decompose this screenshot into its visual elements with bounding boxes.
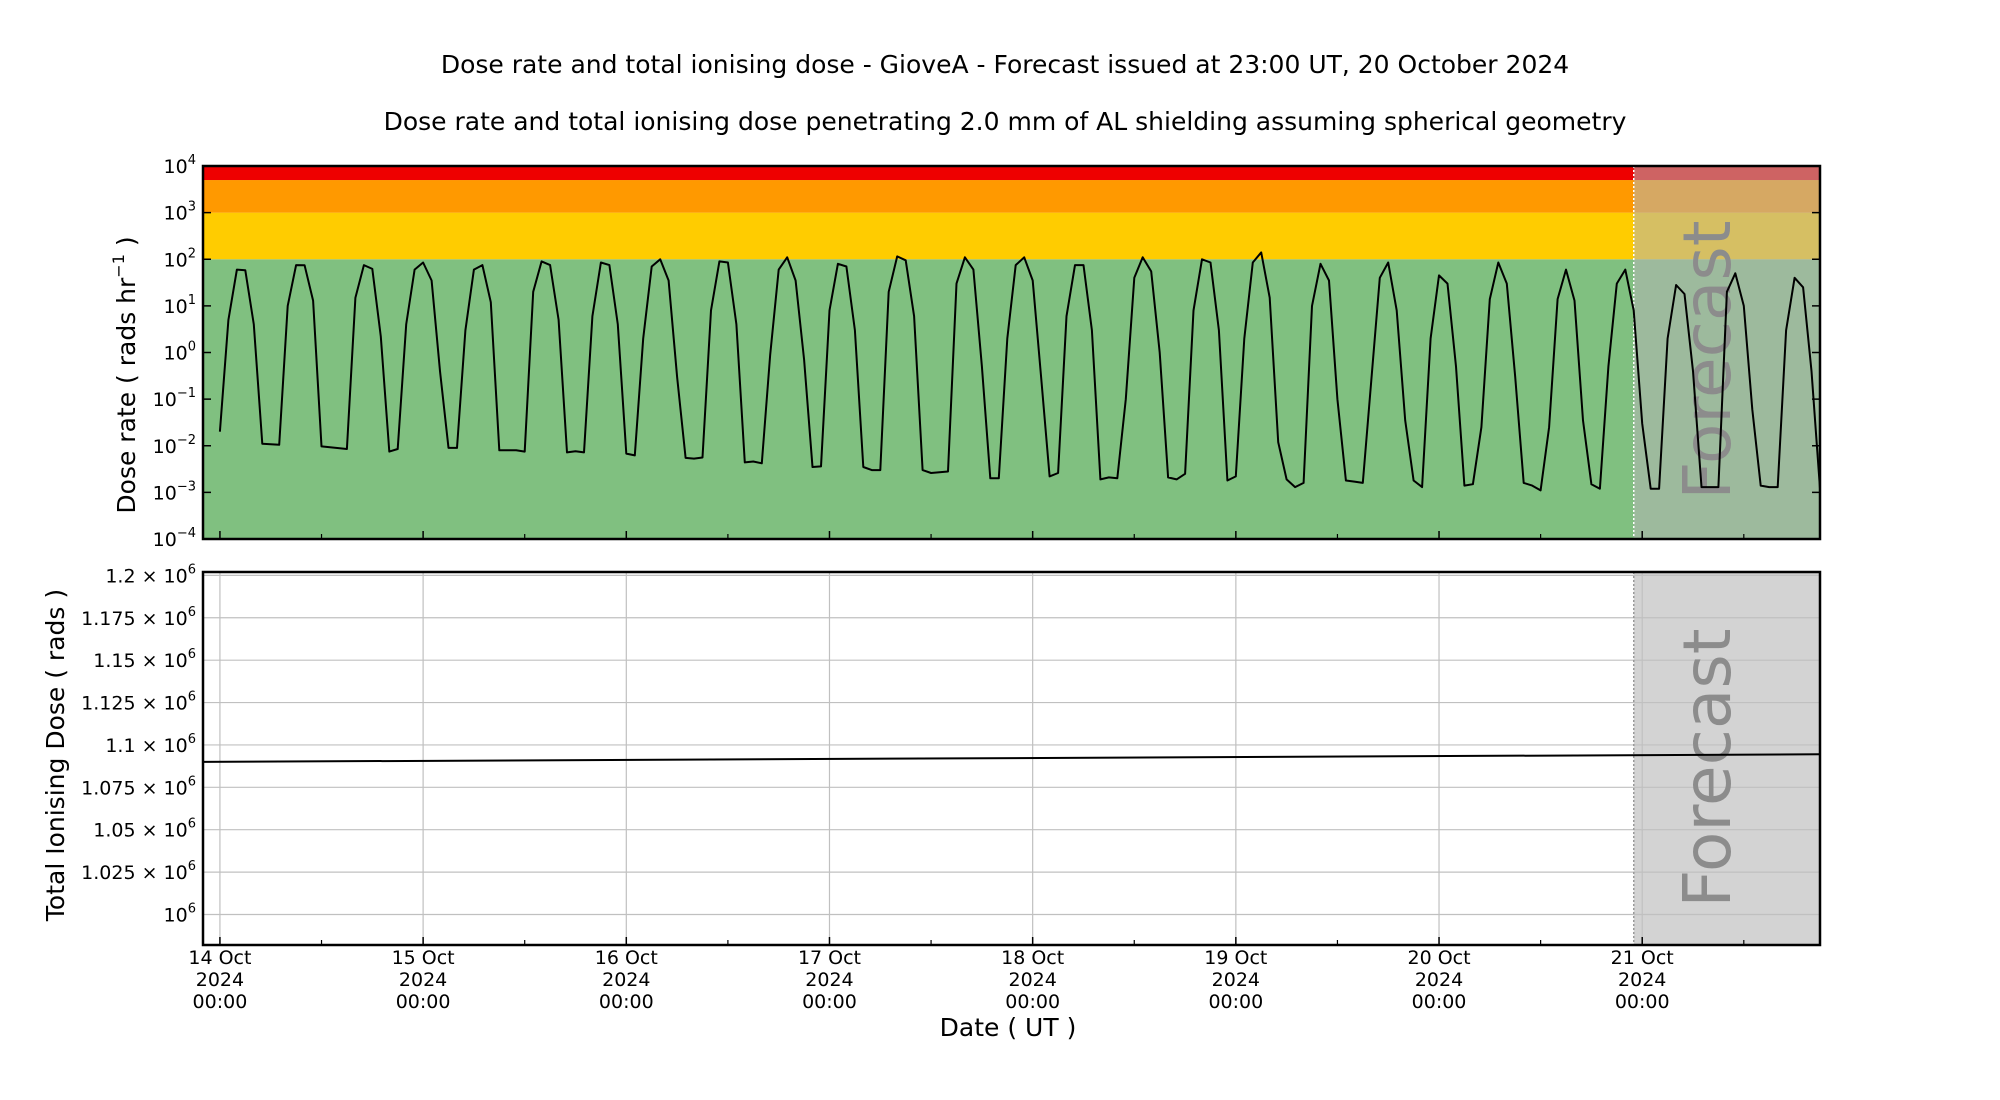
total-dose-ytick-label: 106 [164, 901, 196, 926]
dose-rate-ytick-label: 101 [164, 293, 196, 318]
xtick-label-time: 00:00 [396, 991, 451, 1013]
dose-rate-y-label-main: Dose rate ( rads hr [112, 277, 141, 514]
chart-subtitle: Dose rate and total ionising dose penetr… [384, 107, 1627, 136]
xtick-label-time: 00:00 [802, 991, 857, 1013]
dose-rate-ytick-label: 104 [164, 153, 196, 178]
dose-rate-ytick-label: 10−4 [153, 526, 196, 551]
xtick-label-time: 00:00 [1615, 991, 1670, 1013]
total-dose-ytick-label: 1.05 × 106 [93, 817, 196, 842]
xtick-label-day: 20 Oct [1407, 947, 1470, 969]
forecast-shade [1633, 166, 1820, 539]
total-dose-y-axis-label: Total Ionising Dose ( rads ) [41, 589, 70, 922]
xtick-label-day: 18 Oct [1001, 947, 1064, 969]
total-dose-line [202, 753, 1821, 763]
xtick-label-time: 00:00 [1005, 991, 1060, 1013]
dose-rate-line [218, 251, 1821, 492]
dose-rate-ytick-label: 103 [164, 200, 196, 225]
total-dose-ytick-label: 1.15 × 106 [93, 647, 196, 672]
dose-rate-y-label-exp: −1 [109, 254, 128, 278]
total-dose-frame [201, 570, 1822, 947]
xtick-label-time: 00:00 [193, 991, 248, 1013]
dose-rate-y-label-tail: ) [112, 236, 141, 254]
xtick-label-year: 2024 [805, 969, 853, 991]
dose-rate-ytick-label: 10−1 [153, 386, 196, 411]
xtick-label-year: 2024 [1008, 969, 1056, 991]
dose-rate-panel: Forecast 10−4 10−3 10−2 10−1 100 101 102 103 104 [153, 153, 1822, 551]
dose-rate-ytick-label: 100 [164, 340, 196, 365]
xtick-label-year: 2024 [1415, 969, 1463, 991]
xtick-label-time: 00:00 [1412, 991, 1467, 1013]
xtick-label-time: 00:00 [1208, 991, 1263, 1013]
forecast-label: Forecast [1669, 220, 1746, 499]
total-dose-ytick-label: 1.025 × 106 [81, 859, 196, 884]
total-dose-ytick-label: 1.175 × 106 [81, 605, 196, 630]
total-dose-ytick-label: 1.1 × 106 [105, 732, 196, 757]
chart-title: Dose rate and total ionising dose - Giov… [441, 50, 1569, 79]
xtick-label-day: 16 Oct [595, 947, 658, 969]
xtick-label-day: 19 Oct [1204, 947, 1267, 969]
forecast-label: Forecast [1669, 628, 1746, 907]
xtick-label-day: 21 Oct [1611, 947, 1674, 969]
dose-rate-ytick-label: 102 [164, 246, 196, 271]
xtick-label-year: 2024 [196, 969, 244, 991]
total-dose-ytick-label: 1.2 × 106 [105, 562, 196, 587]
xtick-label-time: 00:00 [599, 991, 654, 1013]
x-axis-label: Date ( UT ) [940, 1013, 1077, 1042]
risk-band-3 [203, 166, 1820, 181]
risk-band-2 [203, 180, 1820, 213]
forecast-shade [1633, 572, 1820, 945]
total-dose-panel: Forecast 106 1.025 × 106 1.05 × 106 1.075 × … [81, 531, 1822, 1013]
dose-rate-ytick-label: 10−2 [153, 433, 196, 458]
xtick-label-year: 2024 [1212, 969, 1260, 991]
total-dose-ytick-label: 1.075 × 106 [81, 774, 196, 799]
xtick-label-day: 15 Oct [392, 947, 455, 969]
xtick-label-day: 17 Oct [798, 947, 861, 969]
xtick-label-day: 14 Oct [188, 947, 251, 969]
dose-rate-y-axis-label: Dose rate ( rads hr−1 ) [109, 236, 141, 513]
xtick-label-year: 2024 [399, 969, 447, 991]
total-dose-ytick-label: 1.125 × 106 [81, 690, 196, 715]
risk-band-1 [203, 212, 1820, 260]
dose-rate-ytick-label: 10−3 [153, 479, 196, 504]
xtick-label-year: 2024 [1618, 969, 1666, 991]
xtick-label-year: 2024 [602, 969, 650, 991]
